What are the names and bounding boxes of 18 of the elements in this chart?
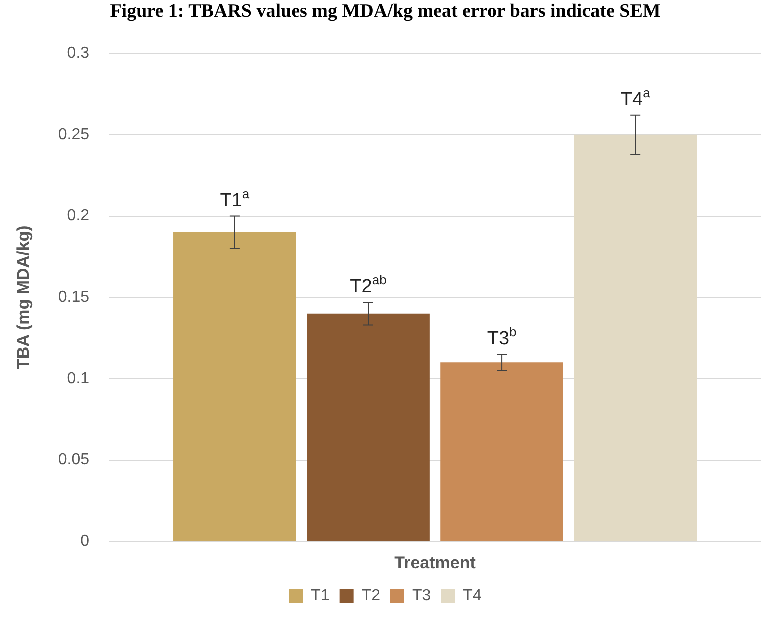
y-tick-label: 0.3 <box>67 45 90 62</box>
y-tick-label: 0.15 <box>58 289 90 306</box>
bar <box>174 232 296 542</box>
y-tick-label: 0 <box>80 533 90 550</box>
y-tick-label: 0.1 <box>67 370 90 388</box>
legend-label: T3 <box>412 587 432 604</box>
legend-label: T1 <box>311 587 330 604</box>
y-tick-label: 0.25 <box>58 126 90 144</box>
legend-label: T4 <box>463 587 482 604</box>
y-axis-title: TBA (mg MDA/kg) <box>14 226 33 370</box>
bar <box>574 134 698 542</box>
y-tick-label: 0.05 <box>58 452 90 469</box>
x-axis-title: Treatment <box>394 553 476 572</box>
bar <box>440 362 564 542</box>
y-tick-label: 0.2 <box>67 208 90 225</box>
bar <box>307 314 430 542</box>
chart-title: Figure 1: TBARS values mg MDA/kg meat error bars indicate SEM <box>109 0 662 24</box>
legend-label: T2 <box>362 587 381 604</box>
